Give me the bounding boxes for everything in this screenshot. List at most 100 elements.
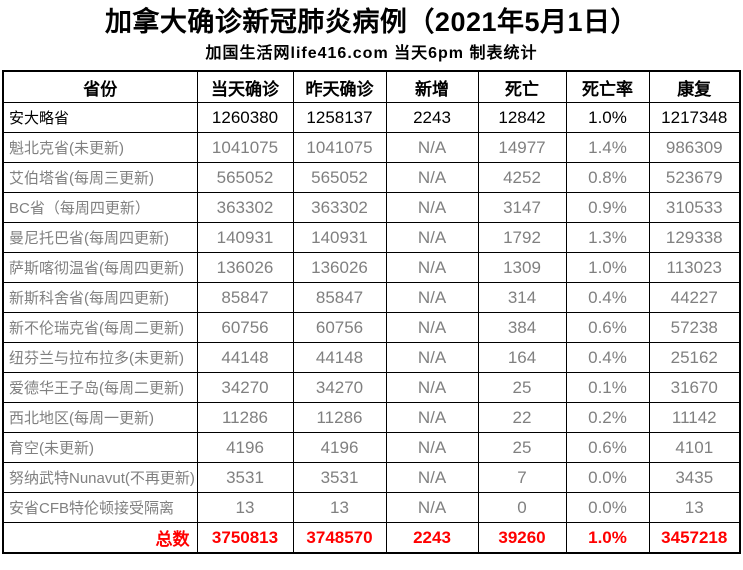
today-cases-cell: 3750813 (196, 522, 294, 554)
province-cell: 新斯科舍省(每周四更新) (2, 282, 198, 313)
table-row: 纽芬兰与拉布拉多(未更新) 44148 44148 N/A 164 0.4% 25162 (2, 342, 741, 373)
death-rate-cell: 0.6% (565, 432, 650, 463)
province-cell: 萨斯喀彻温省(每周四更新) (2, 252, 198, 283)
new-cases-cell: N/A (385, 462, 479, 493)
death-rate-cell: 1.0% (565, 102, 650, 133)
death-rate-cell: 0.4% (565, 282, 650, 313)
death-rate-cell: 0.4% (565, 342, 650, 373)
deaths-cell: 25 (477, 372, 567, 403)
new-cases-cell: N/A (385, 192, 479, 223)
new-cases-cell: 2243 (385, 102, 479, 133)
recovered-cell: 25162 (648, 342, 741, 373)
header-deaths: 死亡 (477, 70, 567, 103)
yesterday-cases-cell: 13 (292, 492, 387, 523)
today-cases-cell: 44148 (196, 342, 294, 373)
province-cell: 总数 (2, 522, 198, 554)
province-cell: 纽芬兰与拉布拉多(未更新) (2, 342, 198, 373)
yesterday-cases-cell: 140931 (292, 222, 387, 253)
today-cases-cell: 1041075 (196, 132, 294, 163)
death-rate-cell: 0.6% (565, 312, 650, 343)
yesterday-cases-cell: 3748570 (292, 522, 387, 554)
today-cases-cell: 60756 (196, 312, 294, 343)
new-cases-cell: 2243 (385, 522, 479, 554)
province-cell: 安大略省 (2, 102, 198, 133)
recovered-cell: 3435 (648, 462, 741, 493)
deaths-cell: 7 (477, 462, 567, 493)
yesterday-cases-cell: 60756 (292, 312, 387, 343)
new-cases-cell: N/A (385, 132, 479, 163)
today-cases-cell: 34270 (196, 372, 294, 403)
deaths-cell: 1309 (477, 252, 567, 283)
deaths-cell: 12842 (477, 102, 567, 133)
yesterday-cases-cell: 34270 (292, 372, 387, 403)
header-row: 省份 当天确诊 昨天确诊 新增 死亡 死亡率 康复 (2, 70, 741, 103)
yesterday-cases-cell: 11286 (292, 402, 387, 433)
deaths-cell: 22 (477, 402, 567, 433)
new-cases-cell: N/A (385, 282, 479, 313)
recovered-cell: 523679 (648, 162, 741, 193)
table-row: 西北地区(每周一更新) 11286 11286 N/A 22 0.2% 11142 (2, 402, 741, 433)
death-rate-cell: 0.0% (565, 492, 650, 523)
table-row: 新不伦瑞克省(每周二更新) 60756 60756 N/A 384 0.6% 57238 (2, 312, 741, 343)
new-cases-cell: N/A (385, 342, 479, 373)
recovered-cell: 57238 (648, 312, 741, 343)
header-new-cases: 新增 (385, 70, 479, 103)
page-subtitle: 加国生活网life416.com 当天6pm 制表统计 (205, 45, 538, 62)
province-cell: 曼尼托巴省(每周四更新) (2, 222, 198, 253)
province-cell: 安省CFB特伦顿接受隔离 (2, 492, 198, 523)
header-death-rate: 死亡率 (565, 70, 650, 103)
new-cases-cell: N/A (385, 222, 479, 253)
province-cell: 育空(未更新) (2, 432, 198, 463)
today-cases-cell: 4196 (196, 432, 294, 463)
death-rate-cell: 1.4% (565, 132, 650, 163)
yesterday-cases-cell: 44148 (292, 342, 387, 373)
deaths-cell: 1792 (477, 222, 567, 253)
new-cases-cell: N/A (385, 312, 479, 343)
deaths-cell: 25 (477, 432, 567, 463)
new-cases-cell: N/A (385, 252, 479, 283)
death-rate-cell: 0.8% (565, 162, 650, 193)
province-cell: BC省（每周四更新） (2, 192, 198, 223)
today-cases-cell: 85847 (196, 282, 294, 313)
recovered-cell: 310533 (648, 192, 741, 223)
table-row: 曼尼托巴省(每周四更新) 140931 140931 N/A 1792 1.3% 12933… (2, 222, 741, 253)
today-cases-cell: 136026 (196, 252, 294, 283)
table-row: 努纳武特Nunavut(不再更新) 3531 3531 N/A 7 0.0% 3435 (2, 462, 741, 493)
province-cell: 新不伦瑞克省(每周二更新) (2, 312, 198, 343)
header-today-cases: 当天确诊 (196, 70, 294, 103)
recovered-cell: 113023 (648, 252, 741, 283)
yesterday-cases-cell: 136026 (292, 252, 387, 283)
recovered-cell: 44227 (648, 282, 741, 313)
recovered-cell: 1217348 (648, 102, 741, 133)
header-province: 省份 (2, 70, 198, 103)
new-cases-cell: N/A (385, 372, 479, 403)
new-cases-cell: N/A (385, 162, 479, 193)
today-cases-cell: 11286 (196, 402, 294, 433)
table-body: 安大略省 1260380 1258137 2243 12842 1.0% 1217348 魁北… (2, 102, 741, 554)
province-cell: 魁北克省(未更新) (2, 132, 198, 163)
new-cases-cell: N/A (385, 432, 479, 463)
total-row: 总数 3750813 3748570 2243 39260 1.0% 3457218 (2, 522, 741, 554)
province-cell: 努纳武特Nunavut(不再更新) (2, 462, 198, 493)
recovered-cell: 13 (648, 492, 741, 523)
covid-table: 省份 当天确诊 昨天确诊 新增 死亡 死亡率 康复 安大略省 1260380 125… (2, 70, 741, 554)
deaths-cell: 3147 (477, 192, 567, 223)
table-row: 新斯科舍省(每周四更新) 85847 85847 N/A 314 0.4% 44227 (2, 282, 741, 313)
yesterday-cases-cell: 1041075 (292, 132, 387, 163)
yesterday-cases-cell: 3531 (292, 462, 387, 493)
today-cases-cell: 13 (196, 492, 294, 523)
recovered-cell: 986309 (648, 132, 741, 163)
death-rate-cell: 1.0% (565, 522, 650, 554)
death-rate-cell: 1.0% (565, 252, 650, 283)
today-cases-cell: 3531 (196, 462, 294, 493)
death-rate-cell: 0.2% (565, 402, 650, 433)
deaths-cell: 39260 (477, 522, 567, 554)
yesterday-cases-cell: 363302 (292, 192, 387, 223)
deaths-cell: 14977 (477, 132, 567, 163)
today-cases-cell: 140931 (196, 222, 294, 253)
death-rate-cell: 0.1% (565, 372, 650, 403)
table-row: 艾伯塔省(每周三更新) 565052 565052 N/A 4252 0.8% 523679 (2, 162, 741, 193)
yesterday-cases-cell: 85847 (292, 282, 387, 313)
table-row: 萨斯喀彻温省(每周四更新) 136026 136026 N/A 1309 1.0% 1130… (2, 252, 741, 283)
